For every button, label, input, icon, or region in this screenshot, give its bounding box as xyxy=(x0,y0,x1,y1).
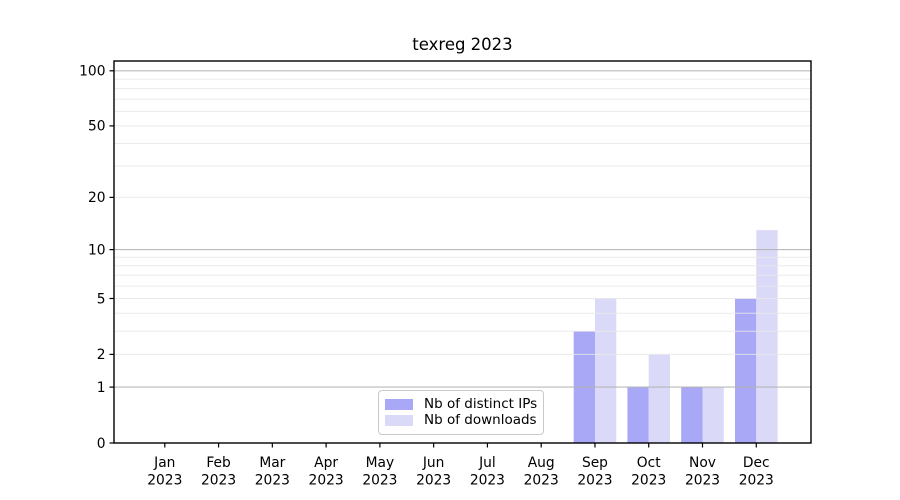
x-tick-label-month: Dec xyxy=(743,455,770,471)
y-tick-label: 50 xyxy=(88,119,106,135)
x-tick-label-month: Nov xyxy=(689,455,716,471)
x-tick-label-year: 2023 xyxy=(416,473,451,489)
y-tick-label: 10 xyxy=(88,242,106,258)
legend: Nb of distinct IPs Nb of downloads xyxy=(378,390,544,435)
bar-downloads xyxy=(648,354,670,443)
x-tick-label-month: Jul xyxy=(478,455,496,471)
x-tick-label-month: May xyxy=(366,455,395,471)
x-tick-label-year: 2023 xyxy=(147,473,182,489)
bar-distinct-ips xyxy=(627,387,649,443)
bar-distinct-ips xyxy=(681,387,703,443)
x-tick-label-month: Jun xyxy=(422,455,445,471)
x-tick-label-month: Aug xyxy=(528,455,555,471)
y-tick-label: 2 xyxy=(97,347,106,363)
legend-label-downloads: Nb of downloads xyxy=(424,411,537,428)
bar-downloads xyxy=(595,298,617,443)
x-tick-label-month: Apr xyxy=(314,455,338,471)
legend-swatch-distinct-ips xyxy=(385,399,413,410)
x-tick-label-month: Sep xyxy=(582,455,608,471)
x-tick-label-year: 2023 xyxy=(309,473,344,489)
x-tick-label-year: 2023 xyxy=(470,473,505,489)
legend-swatch-downloads xyxy=(385,415,413,426)
x-tick-label-year: 2023 xyxy=(577,473,612,489)
legend-item-downloads: Nb of downloads xyxy=(385,411,537,428)
x-tick-label-year: 2023 xyxy=(201,473,236,489)
x-tick-label-year: 2023 xyxy=(255,473,290,489)
x-tick-label-year: 2023 xyxy=(739,473,774,489)
x-tick-label-month: Mar xyxy=(259,455,285,471)
x-tick-label-year: 2023 xyxy=(362,473,397,489)
y-tick-label: 0 xyxy=(97,436,106,452)
bar-distinct-ips xyxy=(735,298,757,443)
legend-item-distinct-ips: Nb of distinct IPs xyxy=(385,395,538,412)
y-tick-label: 1 xyxy=(97,380,106,396)
x-tick-label-month: Jan xyxy=(153,455,175,471)
bar-downloads xyxy=(756,230,778,443)
x-tick-label-year: 2023 xyxy=(631,473,666,489)
y-tick-label: 20 xyxy=(88,190,106,206)
chart-title: texreg 2023 xyxy=(412,35,513,54)
x-tick-label-month: Oct xyxy=(637,455,661,471)
x-tick-label-month: Feb xyxy=(206,455,230,471)
x-tick-label-year: 2023 xyxy=(685,473,720,489)
axes-spines xyxy=(113,60,812,444)
y-tick-label: 100 xyxy=(79,64,105,80)
bar-downloads xyxy=(702,387,724,443)
legend-label-distinct-ips: Nb of distinct IPs xyxy=(424,395,538,412)
x-tick-label-year: 2023 xyxy=(524,473,559,489)
y-tick-label: 5 xyxy=(97,291,106,307)
